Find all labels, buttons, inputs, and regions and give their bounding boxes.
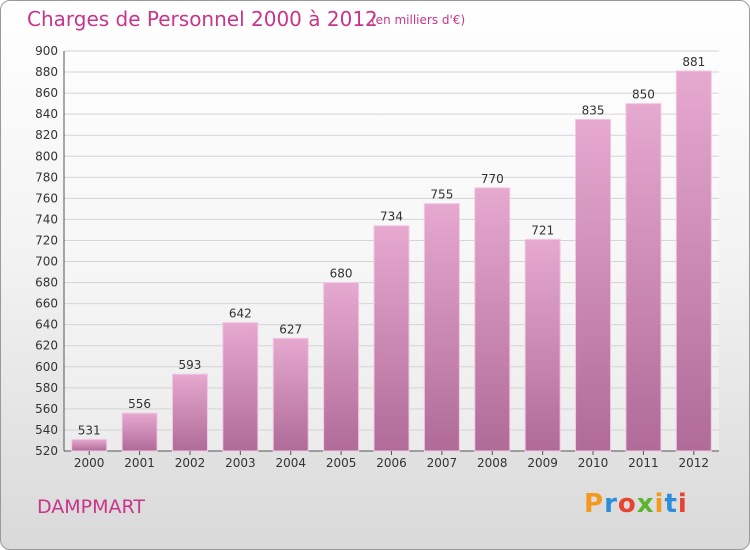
x-tick-label: 2004 [275, 456, 306, 470]
data-label: 850 [632, 88, 655, 102]
bar [222, 322, 259, 452]
logo-letter: P [584, 489, 605, 519]
y-tick-label: 880 [35, 65, 58, 79]
city-name: DAMPMART [37, 496, 145, 518]
bar [474, 187, 511, 452]
bar [575, 118, 612, 452]
bar [171, 373, 208, 452]
x-tick-label: 2012 [679, 456, 710, 470]
y-tick-label: 780 [35, 170, 58, 184]
y-tick-label: 740 [35, 212, 58, 226]
logo-letter: i [677, 489, 688, 519]
data-label: 680 [330, 267, 353, 281]
data-label: 881 [682, 55, 705, 69]
bar [121, 412, 158, 452]
y-tick-label: 520 [35, 444, 58, 458]
bar [71, 438, 108, 452]
y-tick-label: 720 [35, 233, 58, 247]
y-tick-label: 860 [35, 86, 58, 100]
y-tick-label: 600 [35, 360, 58, 374]
y-tick-label: 660 [35, 297, 58, 311]
bar [323, 282, 360, 452]
data-label: 770 [481, 172, 504, 186]
data-label: 755 [430, 188, 453, 202]
x-tick-label: 2001 [124, 456, 155, 470]
y-tick-label: 620 [35, 339, 58, 353]
y-tick-label: 680 [35, 276, 58, 290]
data-label: 593 [179, 358, 202, 372]
bar [373, 225, 410, 452]
data-label: 721 [531, 223, 554, 237]
x-tick-label: 2011 [628, 456, 659, 470]
logo-letter: i [654, 489, 665, 519]
y-tick-label: 840 [35, 107, 58, 121]
bar [675, 70, 712, 452]
y-tick-label: 900 [35, 44, 58, 58]
y-tick-label: 580 [35, 381, 58, 395]
plot-area: 520 540 560 580 600 620 640 660 680 700 720 740 760 7… [35, 44, 719, 470]
data-label: 734 [380, 210, 403, 224]
bar [423, 203, 460, 452]
x-tick-label: 2008 [477, 456, 508, 470]
x-tick-label: 2005 [326, 456, 357, 470]
data-label: 556 [128, 397, 151, 411]
data-label: 835 [582, 103, 605, 117]
data-label: 642 [229, 307, 252, 321]
x-tick-label: 2003 [225, 456, 256, 470]
x-tick-label: 2010 [578, 456, 609, 470]
y-tick-label: 820 [35, 128, 58, 142]
logo-letter: r [604, 489, 618, 519]
logo-letter: o [617, 489, 637, 519]
x-tick-label: 2007 [427, 456, 458, 470]
proxiti-logo: Proxiti [584, 489, 688, 519]
y-tick-label: 760 [35, 191, 58, 205]
data-label: 531 [78, 423, 101, 437]
data-label: 627 [279, 322, 302, 336]
y-tick-label: 800 [35, 149, 58, 163]
chart-subtitle: (en milliers d'€) [371, 13, 466, 27]
logo-letter: x [636, 489, 655, 519]
bar [524, 238, 561, 452]
chart-title: Charges de Personnel 2000 à 2012 [27, 7, 378, 31]
x-tick-label: 2002 [175, 456, 206, 470]
y-tick-label: 700 [35, 255, 58, 269]
x-tick-label: 2000 [74, 456, 105, 470]
bar [625, 103, 662, 452]
logo-letter: t [664, 489, 678, 519]
y-tick-label: 640 [35, 318, 58, 332]
bar [272, 337, 309, 452]
x-tick-label: 2006 [376, 456, 407, 470]
y-tick-label: 560 [35, 402, 58, 416]
y-tick-label: 540 [35, 423, 58, 437]
x-tick-label: 2009 [527, 456, 558, 470]
